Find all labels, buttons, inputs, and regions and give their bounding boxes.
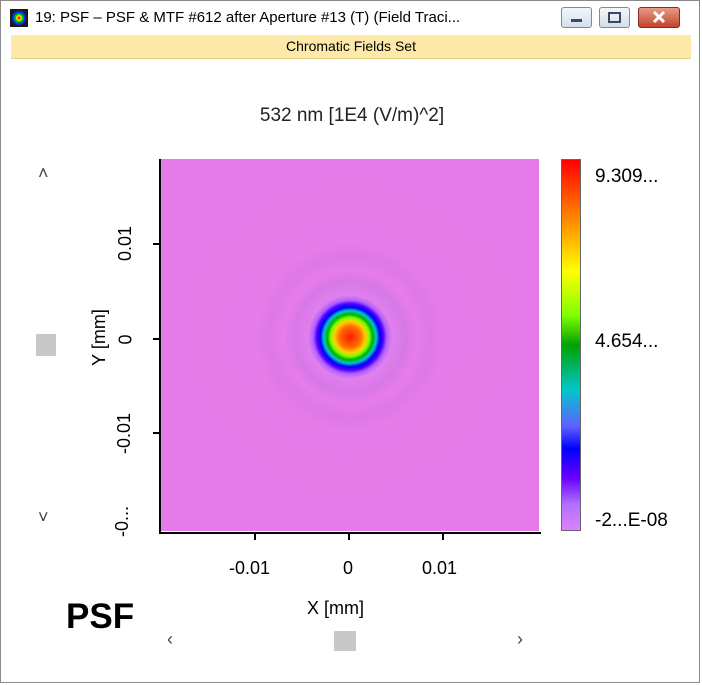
colorbar (561, 159, 581, 531)
x-axis-title: X [mm] (307, 598, 364, 618)
y-tick-mark (153, 432, 159, 434)
plot-title: 532 nm [1E4 (V/m)^2] (259, 105, 445, 126)
scroll-left-icon[interactable]: ‹ (167, 629, 173, 649)
psf-plot[interactable] (161, 159, 539, 531)
x-tick-label: 0.01 (422, 558, 458, 578)
y-tick-label: 0.01 (115, 225, 136, 262)
y-tick-mark (153, 243, 159, 245)
horizontal-scroll-thumb[interactable] (334, 631, 356, 651)
scroll-down-icon[interactable]: ˅ (38, 507, 49, 527)
minimize-button[interactable] (561, 7, 592, 28)
psf-overlay-label: PSF (66, 597, 135, 636)
colorbar-mid-label: 4.654... (595, 331, 659, 352)
y-axis-title: Y [mm] (88, 309, 109, 366)
title-bar[interactable]: 19: PSF – PSF & MTF #612 after Aperture … (1, 1, 699, 35)
maximize-icon (608, 12, 621, 23)
x-axis-line (159, 532, 541, 534)
x-tick-label: -0.01 (229, 558, 271, 578)
x-tick-mark (254, 534, 256, 540)
y-tick-label: -0.01 (114, 412, 135, 455)
x-tick-mark (442, 534, 444, 540)
y-axis-line (159, 159, 161, 534)
maximize-button[interactable] (599, 7, 630, 28)
scroll-right-icon[interactable]: › (517, 629, 523, 649)
scroll-up-icon[interactable]: ˄ (38, 163, 49, 183)
close-icon (652, 10, 666, 24)
y-tick-label: -0... (112, 505, 133, 538)
y-tick-mark (153, 338, 159, 340)
minimize-icon (571, 19, 582, 22)
vertical-scroll-thumb[interactable] (36, 334, 56, 356)
window-title: 19: PSF – PSF & MTF #612 after Aperture … (35, 9, 461, 26)
x-tick-label: 0 (343, 558, 354, 578)
y-tick-label: 0 (115, 334, 136, 345)
close-button[interactable] (638, 7, 680, 28)
colorbar-min-label: -2...E-08 (595, 510, 668, 531)
x-tick-mark (348, 534, 350, 540)
psf-spot (175, 162, 525, 512)
colorbar-max-label: 9.309... (595, 166, 659, 187)
app-icon (10, 9, 28, 27)
chromatic-fields-header: Chromatic Fields Set (11, 35, 691, 59)
